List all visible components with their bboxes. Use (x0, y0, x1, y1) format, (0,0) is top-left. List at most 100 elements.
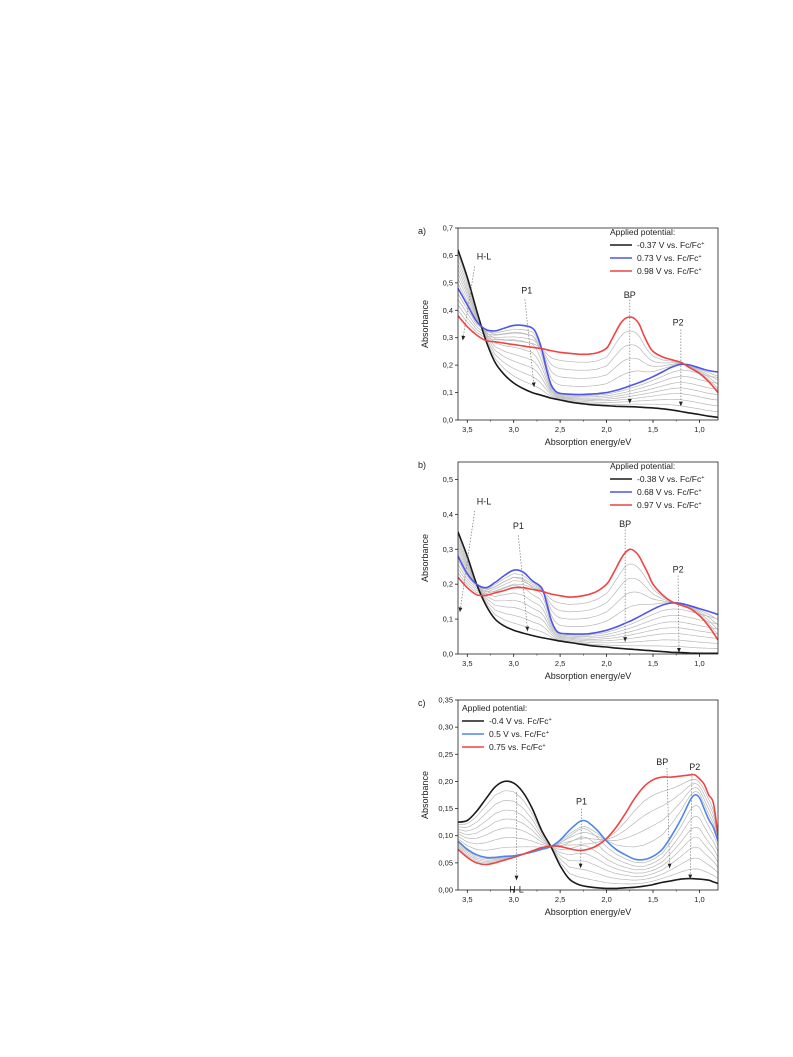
y-tick-label: 0,0 (443, 650, 453, 659)
y-tick-label: 0,4 (443, 510, 453, 519)
intermediate-spectrum-line (458, 264, 718, 402)
intermediate-spectrum-line (458, 537, 718, 644)
y-tick-label: 0,00 (438, 886, 453, 895)
intermediate-spectrum-line (458, 809, 718, 877)
legend-entry-superscript: + (698, 254, 701, 260)
legend-title: Applied potential: (610, 461, 675, 471)
y-tick-label: 0,2 (443, 580, 453, 589)
intermediate-spectrum-line (458, 283, 718, 396)
series-lines (458, 531, 718, 654)
intermediate-spectrum-line (458, 790, 718, 885)
series-lines (458, 773, 718, 890)
y-tick-label: 0,3 (443, 545, 453, 554)
intermediate-spectrum-line (458, 273, 718, 399)
y-tick-label: 0,0 (443, 416, 453, 425)
series-lines (458, 249, 718, 419)
legend-title: Applied potential: (610, 227, 675, 237)
legend-entry: -0.37 V vs. Fc/Fc+ (637, 240, 704, 250)
x-tick-label: 1,0 (694, 895, 704, 904)
legend-entry: -0.38 V vs. Fc/Fc+ (637, 474, 704, 484)
legend: Applied potential: -0.4 V vs. Fc/Fc+ 0.5 V… (462, 703, 552, 752)
series-line-1 (458, 531, 718, 654)
plot-frame (457, 699, 719, 891)
intermediate-spectrum-line (458, 254, 718, 413)
annotation-guide-line (518, 535, 528, 632)
series-line-2 (458, 794, 718, 861)
x-axis-label: Absorption energy/eV (545, 671, 632, 681)
x-tick-label: 1,0 (694, 659, 704, 668)
y-tick-label: 0,35 (438, 696, 453, 705)
x-tick-label: 1,5 (648, 895, 658, 904)
y-tick-label: 0,1 (443, 615, 453, 624)
intermediate-spectra (458, 779, 718, 885)
annotation-label: BP (619, 519, 631, 529)
y-tick-label: 0,25 (438, 750, 453, 759)
intermediate-spectrum-line (458, 534, 718, 650)
intermediate-spectrum-line (458, 299, 718, 381)
x-tick-label: 3,5 (462, 425, 472, 434)
legend-entry: -0.4 V vs. Fc/Fc+ (489, 716, 552, 726)
series-line-2 (458, 555, 718, 635)
annotation-guide-line (689, 773, 693, 880)
annotation-label: BP (624, 290, 636, 300)
series-line-3 (458, 548, 718, 641)
x-tick-label: 1,5 (648, 425, 658, 434)
intermediate-spectrum-line (458, 546, 718, 639)
y-tick-label: 0,10 (438, 831, 453, 840)
legend-entry: 0.73 V vs. Fc/Fc+ (637, 253, 702, 263)
x-tick-label: 2,5 (555, 425, 565, 434)
legend-entry-superscript: + (701, 241, 704, 247)
x-tick-label: 2,0 (601, 659, 611, 668)
chart-panel-3: P1 BP P2 H-L 3,5 3,0 2,5 2,0 1,5 1,0 0,00 0,05 0,10 0… (418, 696, 719, 917)
y-tick-label: 0,4 (443, 306, 453, 315)
x-tick-label: 2,5 (555, 659, 565, 668)
intermediate-spectrum-line (458, 826, 718, 871)
y-tick-label: 0,7 (443, 224, 453, 233)
legend-entry-superscript: + (698, 488, 701, 494)
intermediate-spectrum-line (458, 268, 718, 400)
y-tick-label: 0,2 (443, 361, 453, 370)
y-tick-label: 0,30 (438, 723, 453, 732)
legend-title: Applied potential: (462, 703, 527, 713)
annotation-guide-line (462, 266, 476, 341)
intermediate-spectrum-line (458, 783, 718, 862)
annotation-guide-line (666, 767, 671, 869)
annotation-label: H-L (477, 496, 492, 506)
legend-entry-superscript: + (698, 501, 701, 507)
chart-panel-2: H-L P1 BP P2 3,5 3,0 2,5 2,0 1,5 1,0 0,0 0,1 0,2 0,3 0… (418, 460, 719, 681)
annotation-arrowhead (678, 401, 683, 407)
legend-entry: 0.5 V vs. Fc/Fc+ (489, 729, 549, 739)
legend: Applied potential: -0.38 V vs. Fc/Fc+ 0.68… (610, 461, 704, 510)
x-tick-label: 1,5 (648, 659, 658, 668)
series-line-2 (458, 287, 718, 396)
legend-entry: 0.75 vs. Fc/Fc+ (489, 742, 546, 752)
legend-entry-superscript: + (701, 475, 704, 481)
annotation-guide-line (580, 808, 582, 869)
panel-label: a) (418, 226, 426, 236)
annotation-label: P1 (576, 796, 587, 806)
x-tick-label: 2,0 (601, 425, 611, 434)
annotation-label: P2 (673, 317, 684, 327)
legend-entry: 0.97 V vs. Fc/Fc+ (637, 500, 702, 510)
y-tick-label: 0,20 (438, 777, 453, 786)
annotation-arrowhead (667, 863, 672, 869)
panel-label: b) (418, 460, 426, 470)
annotation-arrowhead (676, 647, 681, 653)
annotation-arrowhead (458, 607, 463, 613)
series-line-3 (458, 773, 718, 866)
intermediate-spectrum-line (458, 310, 718, 389)
annotation-arrowhead (531, 382, 536, 388)
chart-panel-1: H-L P1 BP P2 3,5 3,0 2,5 2,0 1,5 1,0 0,0 0,1 0,2 0,3 0… (418, 224, 719, 447)
y-tick-label: 0,15 (438, 804, 453, 813)
intermediate-spectrum-line (458, 549, 718, 637)
plot-frame (457, 227, 719, 421)
legend-entry-superscript: + (698, 267, 701, 273)
series-line-3 (458, 315, 718, 394)
y-axis-label: Absorbance (420, 534, 430, 582)
annotation-arrowhead (578, 863, 583, 869)
annotation-arrowhead (461, 335, 466, 341)
x-tick-label: 3,5 (462, 659, 472, 668)
panel-label: c) (418, 698, 426, 708)
intermediate-spectra (458, 254, 718, 413)
